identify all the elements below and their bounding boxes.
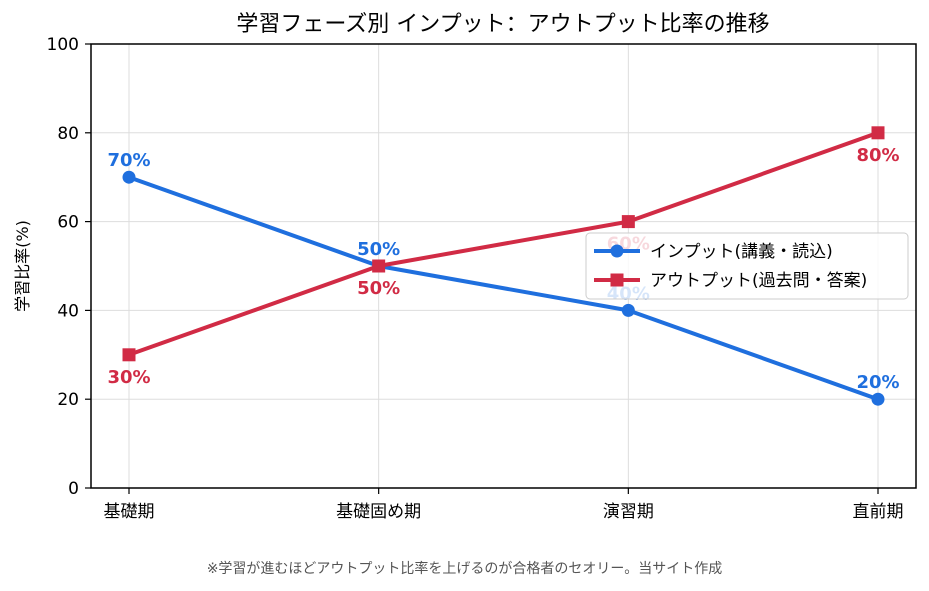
x-tick-label: 演習期: [603, 502, 654, 522]
y-tick-label: 100: [47, 35, 79, 55]
x-tick-label: 基礎固め期: [336, 502, 421, 522]
data-point-1: [122, 170, 136, 184]
y-tick-label: 20: [57, 390, 79, 410]
data-point-1: [621, 303, 635, 317]
data-point-2: [621, 215, 635, 229]
data-point-2: [122, 348, 136, 362]
data-label-1: 70%: [107, 150, 150, 171]
data-label-1: 50%: [357, 239, 400, 260]
series-line-2: [128, 130, 879, 357]
y-tick-label: 40: [57, 301, 79, 321]
data-label-1: 20%: [856, 372, 899, 393]
legend: インプット(講義・読込) アウトプット(過去問・答案): [585, 232, 909, 300]
data-label-2: 50%: [357, 278, 400, 299]
y-tick-label: 80: [57, 124, 79, 144]
legend-marker-2: [610, 273, 624, 287]
legend-marker-1: [610, 244, 624, 258]
y-tick-label: 0: [68, 479, 79, 499]
legend-box: [585, 232, 909, 300]
data-point-2: [372, 259, 386, 273]
legend-label-2: アウトプット(過去問・答案): [650, 271, 867, 291]
series-layer: [122, 126, 885, 406]
data-label-2: 80%: [856, 145, 899, 166]
data-label-2: 30%: [107, 367, 150, 388]
axes: 0 20 40 60 80 100 基礎期 基礎固め期 演習期 直前期: [47, 35, 917, 522]
x-tick-label: 直前期: [853, 502, 904, 522]
data-point-2: [871, 126, 885, 140]
chart-title: 学習フェーズ別 インプット：アウトプット比率の推移: [236, 12, 769, 37]
data-point-1: [871, 392, 885, 406]
series-line-1: [128, 175, 879, 402]
plot-frame: [90, 43, 917, 489]
y-axis-label: 学習比率(%): [13, 220, 32, 312]
footnote: ※学習が進むほどアウトプット比率を上げるのが合格者のセオリー。当サイト作成: [206, 561, 723, 577]
x-tick-label: 基礎期: [104, 502, 155, 522]
y-tick-label: 60: [57, 213, 79, 233]
legend-label-1: インプット(講義・読込): [650, 242, 833, 262]
